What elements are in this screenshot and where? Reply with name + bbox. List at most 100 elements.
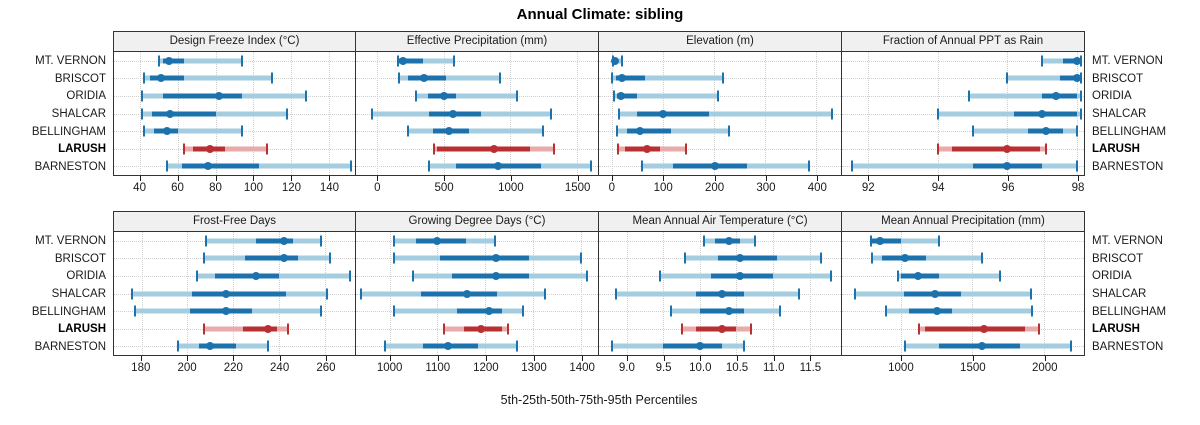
whisker-cap [266, 340, 269, 352]
whisker-cap [493, 235, 496, 247]
median-dot [162, 127, 171, 136]
range-25-75-segment [637, 111, 709, 116]
station-label-larush: LARUSH [1092, 143, 1140, 156]
whisker-cap [141, 108, 144, 119]
whisker-cap [241, 55, 244, 67]
range-25-75-segment [909, 308, 953, 314]
panel-title-growing-degree-days: Growing Degree Days (°C) [356, 211, 599, 232]
whisker-cap [521, 305, 524, 317]
median-dot [717, 324, 726, 333]
plot-area-frost-free-days [113, 232, 356, 356]
whisker-cap [615, 125, 618, 137]
range-25-75-segment [696, 326, 737, 332]
station-labels-left-row-2: MT. VERNON BRISCOT ORIDIA SHALCAR BELLINGHAM… [0, 211, 113, 378]
axis-tick [510, 176, 512, 181]
panel-title-mean-annual-precipitation: Mean Annual Precipitation (mm) [842, 211, 1085, 232]
axis-tick [325, 356, 327, 361]
median-dot [252, 271, 261, 280]
axis-tick [1044, 356, 1046, 361]
panel-title-frost-free-days: Frost-Free Days [113, 211, 356, 232]
station-label-barneston: BARNESTON [34, 341, 106, 354]
range-5-95-band [415, 93, 517, 99]
plot-area-effective-precipitation [356, 52, 599, 176]
axis-tick-label: 2000 [1031, 362, 1058, 374]
axis-tick [663, 176, 665, 181]
axis-tick-label: 1000 [498, 182, 524, 194]
axis-tick-label: 80 [209, 182, 222, 194]
station-label-larush: LARUSH [1092, 323, 1140, 336]
median-dot [279, 254, 288, 263]
axis-tick [329, 176, 331, 181]
whisker-cap [616, 143, 619, 155]
station-label-mt-vernon: MT. VERNON [35, 54, 106, 67]
whisker-cap [550, 108, 553, 119]
whisker-cap [918, 323, 921, 335]
median-dot [222, 307, 231, 316]
range-5-95-band [1007, 75, 1081, 81]
range-5-95-band [398, 75, 501, 81]
gridline-horizontal [842, 131, 1084, 133]
range-5-95-band [159, 58, 243, 64]
whisker-cap [393, 252, 396, 264]
whisker-cap [853, 288, 856, 299]
axis-tick [177, 176, 179, 181]
whisker-cap [702, 235, 705, 247]
whisker-cap [585, 270, 588, 282]
axis-tick [187, 356, 189, 361]
axis-tick [582, 356, 584, 361]
axis-tick [868, 176, 870, 181]
axis-tick-label: 9.0 [618, 362, 635, 374]
whisker-cap [742, 340, 745, 352]
range-25-75-segment [616, 93, 638, 99]
range-25-75-segment [951, 146, 1041, 152]
station-label-shalcar: SHALCAR [51, 288, 106, 300]
range-25-75-segment [399, 58, 424, 64]
axis-tick [139, 176, 141, 181]
axis-tick-label: 200 [177, 362, 197, 374]
whisker-cap [204, 235, 207, 247]
whisker-cap [428, 160, 431, 172]
whisker-cap [590, 160, 593, 172]
whisker-cap [641, 160, 644, 172]
plot-area-mean-annual-precipitation [842, 232, 1085, 356]
x-axis-mean-annual-air-temperature: 9.0 9.5 10.0 10.5 11.0 11.5 [599, 356, 842, 378]
median-dot [711, 162, 720, 171]
whisker-cap [177, 340, 180, 352]
whisker-cap [871, 252, 874, 264]
whisker-cap [621, 55, 624, 67]
range-5-95-band [407, 128, 544, 134]
whisker-cap [904, 340, 906, 352]
range-25-75-segment [456, 308, 503, 314]
axis-tick-label: 1100 [425, 362, 451, 374]
median-dot [445, 127, 454, 136]
median-dot [736, 271, 745, 280]
axis-tick-label: 120 [281, 182, 302, 194]
axis-tick [389, 356, 391, 361]
whisker-cap [885, 305, 888, 317]
range-5-95-band [937, 111, 1081, 116]
axis-tick-label: 240 [270, 362, 290, 374]
median-dot [490, 144, 499, 153]
median-dot [463, 289, 472, 298]
range-25-75-segment [451, 273, 529, 279]
station-label-barneston: BARNESTON [1092, 161, 1164, 174]
whisker-cap [851, 160, 854, 172]
gridline-horizontal [842, 78, 1084, 80]
median-dot [164, 56, 173, 65]
whisker-cap [359, 288, 362, 299]
axis-tick-label: 1000 [376, 362, 403, 374]
whisker-cap [397, 72, 400, 84]
whisker-cap [202, 252, 205, 264]
range-25-75-segment [149, 75, 184, 81]
whisker-cap [165, 160, 168, 172]
range-25-75-segment [1063, 58, 1079, 64]
plot-area-design-freeze-index [113, 52, 356, 176]
chart-title: Annual Climate: sibling [516, 6, 684, 23]
whisker-cap [507, 323, 510, 335]
station-label-shalcar: SHALCAR [1092, 108, 1147, 120]
station-labels-left-row-1: MT. VERNON BRISCOT ORIDIA SHALCAR BELLINGHAM… [0, 31, 113, 198]
median-dot [1003, 162, 1012, 171]
whisker-cap [658, 270, 661, 282]
whisker-cap [553, 143, 556, 155]
axis-tick-label: 100 [243, 182, 264, 194]
